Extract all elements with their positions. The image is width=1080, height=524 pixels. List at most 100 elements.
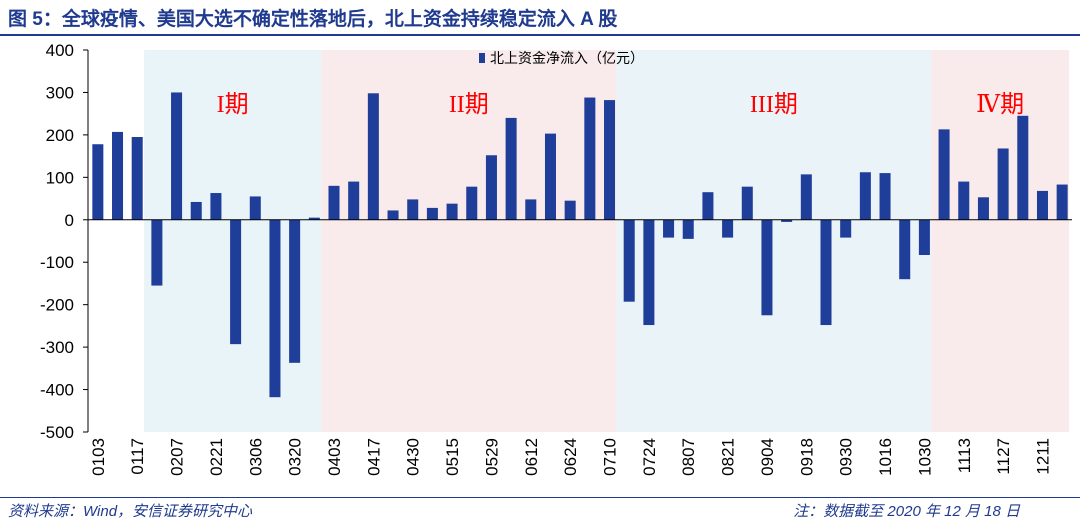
period-background [616,50,932,432]
y-tick-label: 0 [65,211,74,230]
bar [623,219,635,302]
x-tick-label: 0117 [128,438,147,475]
x-tick-label: 0821 [719,438,738,476]
bar [1056,184,1068,220]
bar [997,148,1009,220]
bar [112,131,124,220]
x-tick-label: 0807 [679,438,698,476]
bar [702,192,714,220]
bar [210,193,222,220]
x-tick-label: 1211 [1033,438,1052,475]
y-tick-label: -100 [40,253,74,272]
bars [92,92,1068,398]
bar [800,174,812,220]
bar [190,201,202,220]
y-tick-label: -300 [40,338,74,357]
x-tick-label: 0710 [601,438,620,476]
legend: 北上资金净流入（亿元） [479,50,644,66]
bar [308,217,320,220]
x-tick-label: 0221 [207,438,226,476]
bar [879,173,891,220]
bar [722,219,734,238]
bar [663,219,675,238]
y-tick-label: -500 [40,423,74,442]
y-tick-labels: 400 300 200 100 0 -100 -200 -300 -400 -500 [40,41,74,442]
period-label: II期 [449,92,489,118]
bar [544,133,556,220]
bar [682,219,694,239]
bar [289,219,301,363]
y-tick-label: -400 [40,381,74,400]
bar [899,219,911,280]
x-tick-label: 0904 [758,438,777,476]
x-tick-label: 0918 [797,438,816,476]
period-label: Ⅳ期 [976,92,1024,118]
y-tick-label: 400 [46,41,74,60]
x-tick-label: 0430 [404,438,423,476]
bar [859,172,871,220]
bar [485,155,497,220]
bar [269,219,281,398]
y-tick-label: 100 [46,168,74,187]
bar [92,144,104,220]
bar [918,219,930,256]
legend-swatch [479,53,485,63]
x-tick-label: 1030 [915,438,934,476]
date-note: 注：数据截至 2020 年 12 月 18 日 [793,503,1020,520]
x-tick-label: 1113 [955,438,974,473]
period-background [931,50,1070,432]
bar [171,92,183,220]
bar [151,219,163,286]
x-tick-label: 0306 [246,438,265,476]
bar [249,196,261,220]
bar [348,181,360,220]
period-label: I期 [217,92,249,118]
period-labels: I期 II期 III期 Ⅳ期 [217,92,1025,118]
bar [387,210,399,220]
bar-chart: I期 II期 III期 Ⅳ期 400 300 200 100 0 -100 -200 -300 -40… [40,41,1072,476]
legend-label: 北上资金净流入（亿元） [490,50,644,66]
bar [584,97,596,220]
x-tick-label: 0417 [364,438,383,476]
period-label: III期 [750,92,798,118]
source-note: 资料来源：Wind，安信证券研究中心 [8,503,253,520]
x-tick-labels: 0103 0117 0207 0221 0306 0320 0403 0417 0430 0515… [89,438,1053,476]
bar [643,219,655,326]
bar [564,200,576,220]
y-tick-label: -200 [40,296,74,315]
x-tick-label: 0529 [482,438,501,476]
bar [820,219,832,326]
title-rule [0,34,1080,36]
period-backgrounds [144,50,1070,432]
x-tick-label: 1016 [876,438,895,476]
bar [525,199,537,220]
bar [1017,115,1029,220]
bar [604,100,616,220]
bar [466,186,478,220]
x-tick-label: 0103 [89,438,108,476]
bar [977,197,989,220]
x-tick-label: 0207 [168,438,187,476]
y-tick-label: 200 [46,126,74,145]
bar [426,207,438,220]
bar [741,186,753,220]
bar [328,185,340,220]
bar [938,129,950,220]
x-tick-label: 0320 [286,438,305,476]
bar [367,93,379,220]
bar [958,181,970,220]
bar [230,219,242,345]
bar [761,219,773,316]
footer-rule [0,497,1080,498]
bar [1036,190,1048,220]
axes [83,49,1072,433]
bar [505,117,517,220]
figure-title: 图 5：全球疫情、美国大选不确定性落地后，北上资金持续稳定流入 A 股 [8,9,618,30]
bar [131,137,143,220]
x-tick-label: 0724 [640,438,659,476]
bar [781,219,793,222]
x-tick-label: 0612 [522,438,541,476]
bar [446,203,458,220]
x-tick-label: 0515 [443,438,462,476]
x-tick-label: 0624 [561,438,580,476]
